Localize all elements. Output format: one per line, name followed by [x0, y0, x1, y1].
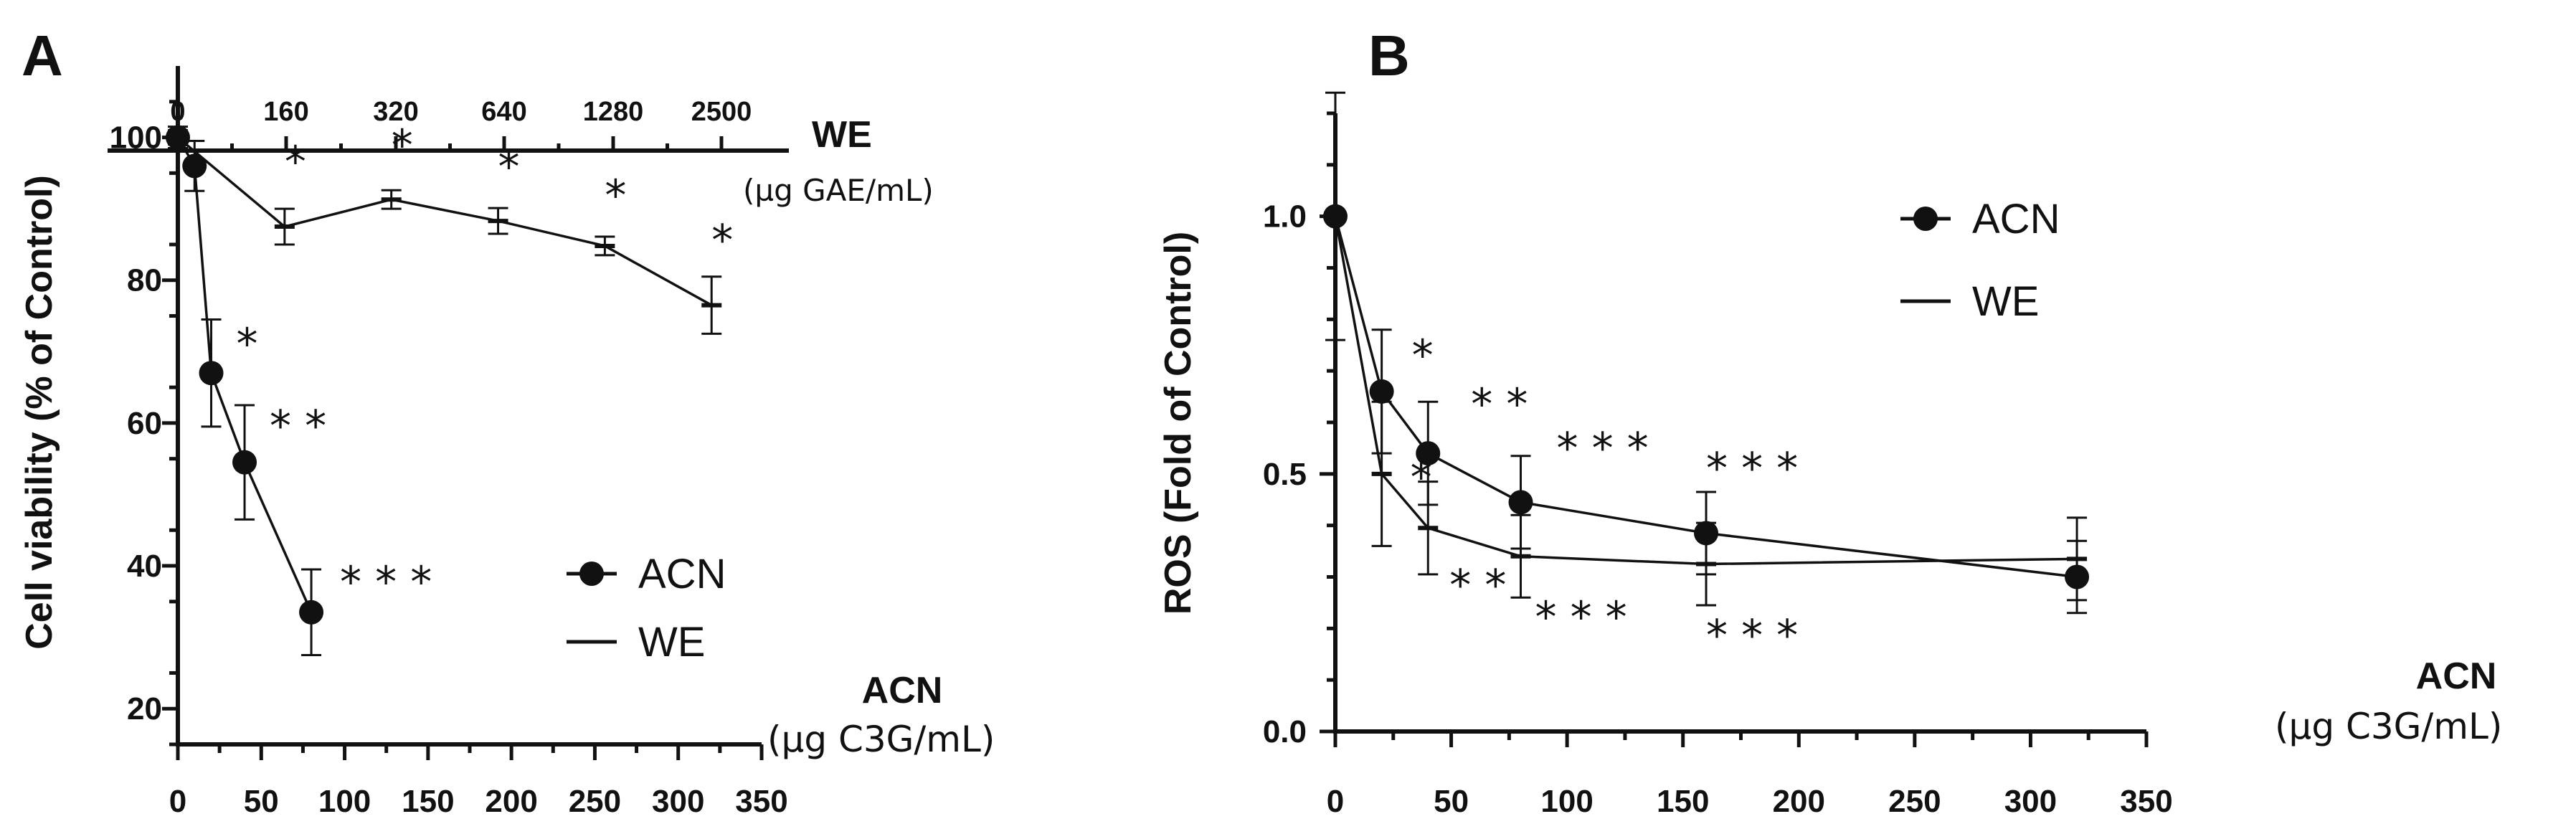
- panel-label: A: [22, 24, 63, 87]
- data-point-acn: [1508, 490, 1533, 515]
- panel-b: B 0.0 0.5 1.0 0 50 100 150 200 250 300 350 ROS (Fold…: [1157, 24, 2502, 819]
- x-tick-label: 200: [1773, 784, 1825, 819]
- x-tick-label: 0: [1327, 784, 1344, 819]
- top-axis-tick-label: 2500: [691, 97, 752, 127]
- y-tick-label: 40: [127, 549, 162, 584]
- y-tick-label: 60: [127, 406, 162, 441]
- legend-label-acn: ACN: [638, 551, 726, 597]
- significance-marker: *: [498, 142, 520, 192]
- significance-marker: *: [711, 216, 733, 266]
- significance-marker: * * *: [1535, 592, 1627, 643]
- x-tick-label: 250: [1888, 784, 1941, 819]
- significance-marker: *: [237, 319, 258, 369]
- legend-marker-acn: [1913, 207, 1938, 231]
- legend-label-acn: ACN: [1972, 196, 2060, 242]
- significance-marker: * * *: [1706, 611, 1798, 661]
- significance-marker: * * *: [340, 557, 432, 607]
- top-axis-tick-label: 320: [373, 97, 418, 127]
- top-axis-tick-label: 0: [170, 97, 185, 127]
- top-axis-title: WE: [812, 114, 872, 156]
- significance-marker: *: [285, 137, 306, 187]
- series-line-we: [1334, 216, 2078, 566]
- x-axis-title: ACN: [862, 670, 943, 711]
- y-tick-label: 20: [127, 691, 162, 726]
- legend-marker-acn: [579, 562, 604, 586]
- significance-marker: * *: [1449, 560, 1506, 610]
- x-tick-label: 100: [318, 784, 371, 819]
- y-tick-label: 0.0: [1263, 714, 1307, 749]
- x-tick-label: 350: [2120, 784, 2172, 819]
- legend-label-we: WE: [1972, 278, 2039, 325]
- x-axis-unit: (µg C3G/mL): [2275, 706, 2502, 747]
- y-tick-label: 80: [127, 263, 162, 298]
- y-tick-label: 1.0: [1263, 199, 1307, 235]
- x-tick-label: 250: [569, 784, 621, 819]
- y-axis-title: Cell viability (% of Control): [19, 175, 60, 650]
- x-axis-title: ACN: [2416, 655, 2497, 697]
- x-tick-label: 200: [485, 784, 537, 819]
- y-tick-label: 0.5: [1263, 457, 1307, 492]
- x-tick-label: 300: [652, 784, 704, 819]
- significance-marker: * * *: [1706, 443, 1798, 493]
- significance-marker: * *: [270, 402, 326, 452]
- significance-marker: *: [605, 171, 626, 221]
- data-point-acn: [1416, 441, 1441, 466]
- x-tick-label: 150: [1657, 784, 1709, 819]
- data-point-acn: [299, 600, 324, 625]
- x-tick-label: 150: [402, 784, 454, 819]
- significance-marker: * *: [1471, 379, 1528, 430]
- top-axis-unit: (µg GAE/mL): [743, 173, 934, 208]
- top-axis-tick-label: 1280: [583, 97, 644, 127]
- data-point-acn: [232, 450, 257, 475]
- significance-marker: *: [392, 120, 413, 171]
- data-point-acn: [199, 361, 224, 386]
- x-tick-label: 350: [735, 784, 787, 819]
- series-line-acn: [1334, 216, 2078, 579]
- x-tick-label: 300: [2004, 784, 2057, 819]
- top-axis-tick-label: 640: [481, 97, 526, 127]
- x-tick-label: 50: [1434, 784, 1469, 819]
- x-tick-label: 50: [244, 784, 279, 819]
- x-axis-unit: (µg C3G/mL): [767, 719, 995, 760]
- y-axis-title: ROS (Fold of Control): [1157, 232, 1199, 615]
- data-point-acn: [182, 153, 207, 179]
- significance-marker: *: [1412, 331, 1434, 381]
- legend-label-we: WE: [638, 619, 705, 665]
- significance-marker: * * *: [1557, 423, 1649, 473]
- x-tick-label: 0: [169, 784, 186, 819]
- x-tick-label: 100: [1540, 784, 1593, 819]
- series-line-we: [176, 136, 713, 307]
- panel-label: B: [1368, 24, 1410, 87]
- top-axis-tick-label: 160: [263, 97, 308, 127]
- data-point-acn: [1369, 379, 1394, 404]
